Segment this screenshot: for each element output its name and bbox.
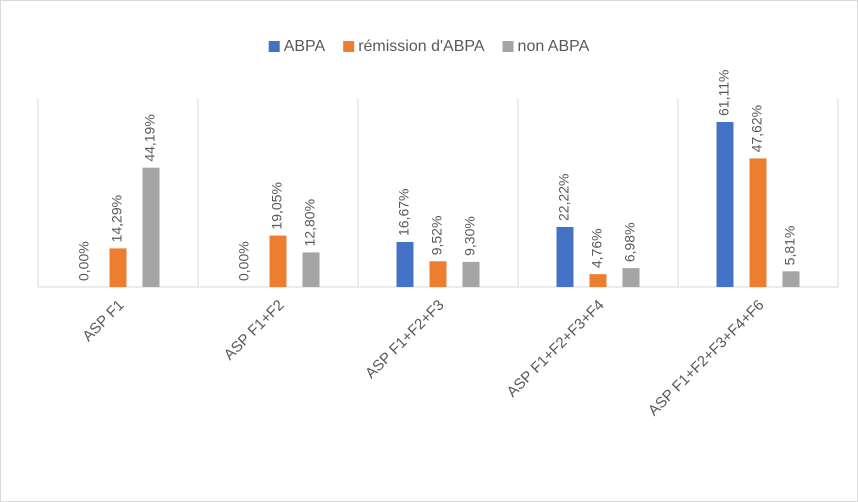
data-label: 61,11% — [716, 70, 732, 116]
data-label: 12,80% — [302, 199, 318, 246]
legend-label: ABPA — [284, 38, 326, 55]
data-label: 9,30% — [462, 216, 478, 256]
data-label: 16,67% — [396, 189, 412, 236]
bar — [142, 167, 160, 287]
legend-swatch — [343, 41, 355, 52]
legend-swatch — [268, 41, 280, 52]
bar — [302, 252, 320, 287]
data-label: 4,76% — [589, 228, 605, 268]
bar — [622, 268, 640, 287]
bar — [556, 227, 574, 287]
bar — [749, 158, 767, 287]
bar — [396, 241, 414, 287]
data-label: 14,29% — [109, 195, 125, 242]
bar — [429, 261, 447, 287]
data-label: 6,98% — [622, 222, 638, 262]
bar — [462, 261, 480, 287]
data-label: 5,81% — [782, 226, 798, 266]
bar — [589, 274, 607, 287]
data-label: 9,52% — [429, 216, 445, 256]
legend: ABPA rémission d'ABPA non ABPA — [268, 38, 590, 55]
data-label: 0,00% — [76, 241, 92, 281]
data-label: 22,22% — [556, 174, 572, 221]
data-label: 44,19% — [142, 114, 158, 161]
legend-label: rémission d'ABPA — [358, 38, 485, 55]
bar — [269, 235, 287, 287]
bar — [109, 248, 127, 287]
data-label: 19,05% — [269, 182, 285, 229]
bar — [782, 271, 800, 287]
data-label: 0,00% — [236, 241, 252, 281]
legend-swatch — [502, 41, 514, 52]
data-label: 47,62% — [749, 105, 765, 152]
legend-label: non ABPA — [518, 38, 590, 55]
bar — [716, 122, 734, 288]
